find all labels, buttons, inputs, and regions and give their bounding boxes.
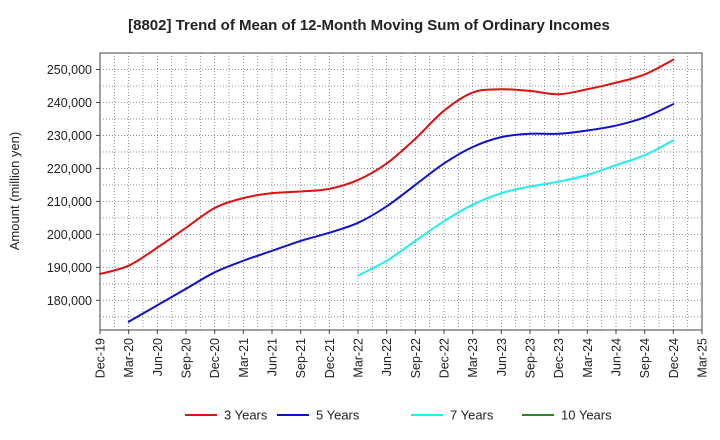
legend-label-5-years: 5 Years bbox=[316, 408, 360, 423]
x-tick-label: Dec-19 bbox=[94, 338, 108, 378]
x-tick-label: Mar-25 bbox=[696, 338, 710, 378]
series-line-5-years bbox=[127, 103, 675, 323]
x-tick-label: Dec-20 bbox=[208, 338, 222, 378]
x-tick-label: Mar-20 bbox=[122, 338, 136, 378]
x-tick-label: Sep-21 bbox=[294, 338, 308, 378]
x-tick-label: Mar-24 bbox=[581, 338, 595, 378]
legend-label-7-years: 7 Years bbox=[450, 408, 494, 423]
x-tick-label: Jun-24 bbox=[610, 338, 624, 376]
grid bbox=[100, 53, 702, 330]
x-tick-label: Sep-24 bbox=[638, 338, 652, 378]
series-line-3-years bbox=[99, 58, 675, 275]
x-tick-label: Sep-22 bbox=[409, 338, 423, 378]
legend: 3 Years 5 Years 7 Years 10 Years bbox=[185, 408, 612, 423]
y-tick-label: 250,000 bbox=[47, 63, 92, 77]
x-tick-label: Jun-22 bbox=[380, 338, 394, 376]
y-tick-label: 190,000 bbox=[47, 261, 92, 275]
legend-label-3-years: 3 Years bbox=[224, 408, 268, 423]
x-tick-label: Mar-22 bbox=[352, 338, 366, 378]
x-tick-label: Dec-23 bbox=[552, 338, 566, 378]
y-tick-label: 210,000 bbox=[47, 195, 92, 209]
x-tick-label: Dec-24 bbox=[667, 338, 681, 378]
y-tick-label: 180,000 bbox=[47, 294, 92, 308]
y-axis-label: Amount (million yen) bbox=[7, 132, 22, 251]
x-tick-label: Jun-20 bbox=[151, 338, 165, 376]
chart-title: [8802] Trend of Mean of 12-Month Moving … bbox=[128, 17, 610, 34]
series-line-7-years bbox=[357, 139, 675, 277]
y-tick-label: 220,000 bbox=[47, 162, 92, 176]
x-tick-label: Jun-23 bbox=[495, 338, 509, 376]
x-tick-label: Mar-23 bbox=[466, 338, 480, 378]
legend-label-10-years: 10 Years bbox=[561, 408, 612, 423]
y-tick-label: 230,000 bbox=[47, 129, 92, 143]
series-lines bbox=[99, 58, 675, 323]
x-tick-label: Sep-23 bbox=[524, 338, 538, 378]
plot-area bbox=[99, 52, 703, 331]
x-tick-label: Jun-21 bbox=[266, 338, 280, 376]
x-tick-label: Dec-22 bbox=[438, 338, 452, 378]
x-tick-label: Mar-21 bbox=[237, 338, 251, 378]
x-tick-label: Sep-20 bbox=[180, 338, 194, 378]
x-axis-ticks: Dec-19 Mar-20 Jun-20 Sep-20 Dec-20 Mar-21 Jun-… bbox=[94, 330, 710, 378]
x-tick-label: Dec-21 bbox=[323, 338, 337, 378]
y-tick-label: 240,000 bbox=[47, 96, 92, 110]
y-axis-ticks: 180,000 190,000 200,000 210,000 220,000 230,0… bbox=[47, 63, 100, 308]
y-tick-label: 200,000 bbox=[47, 228, 92, 242]
